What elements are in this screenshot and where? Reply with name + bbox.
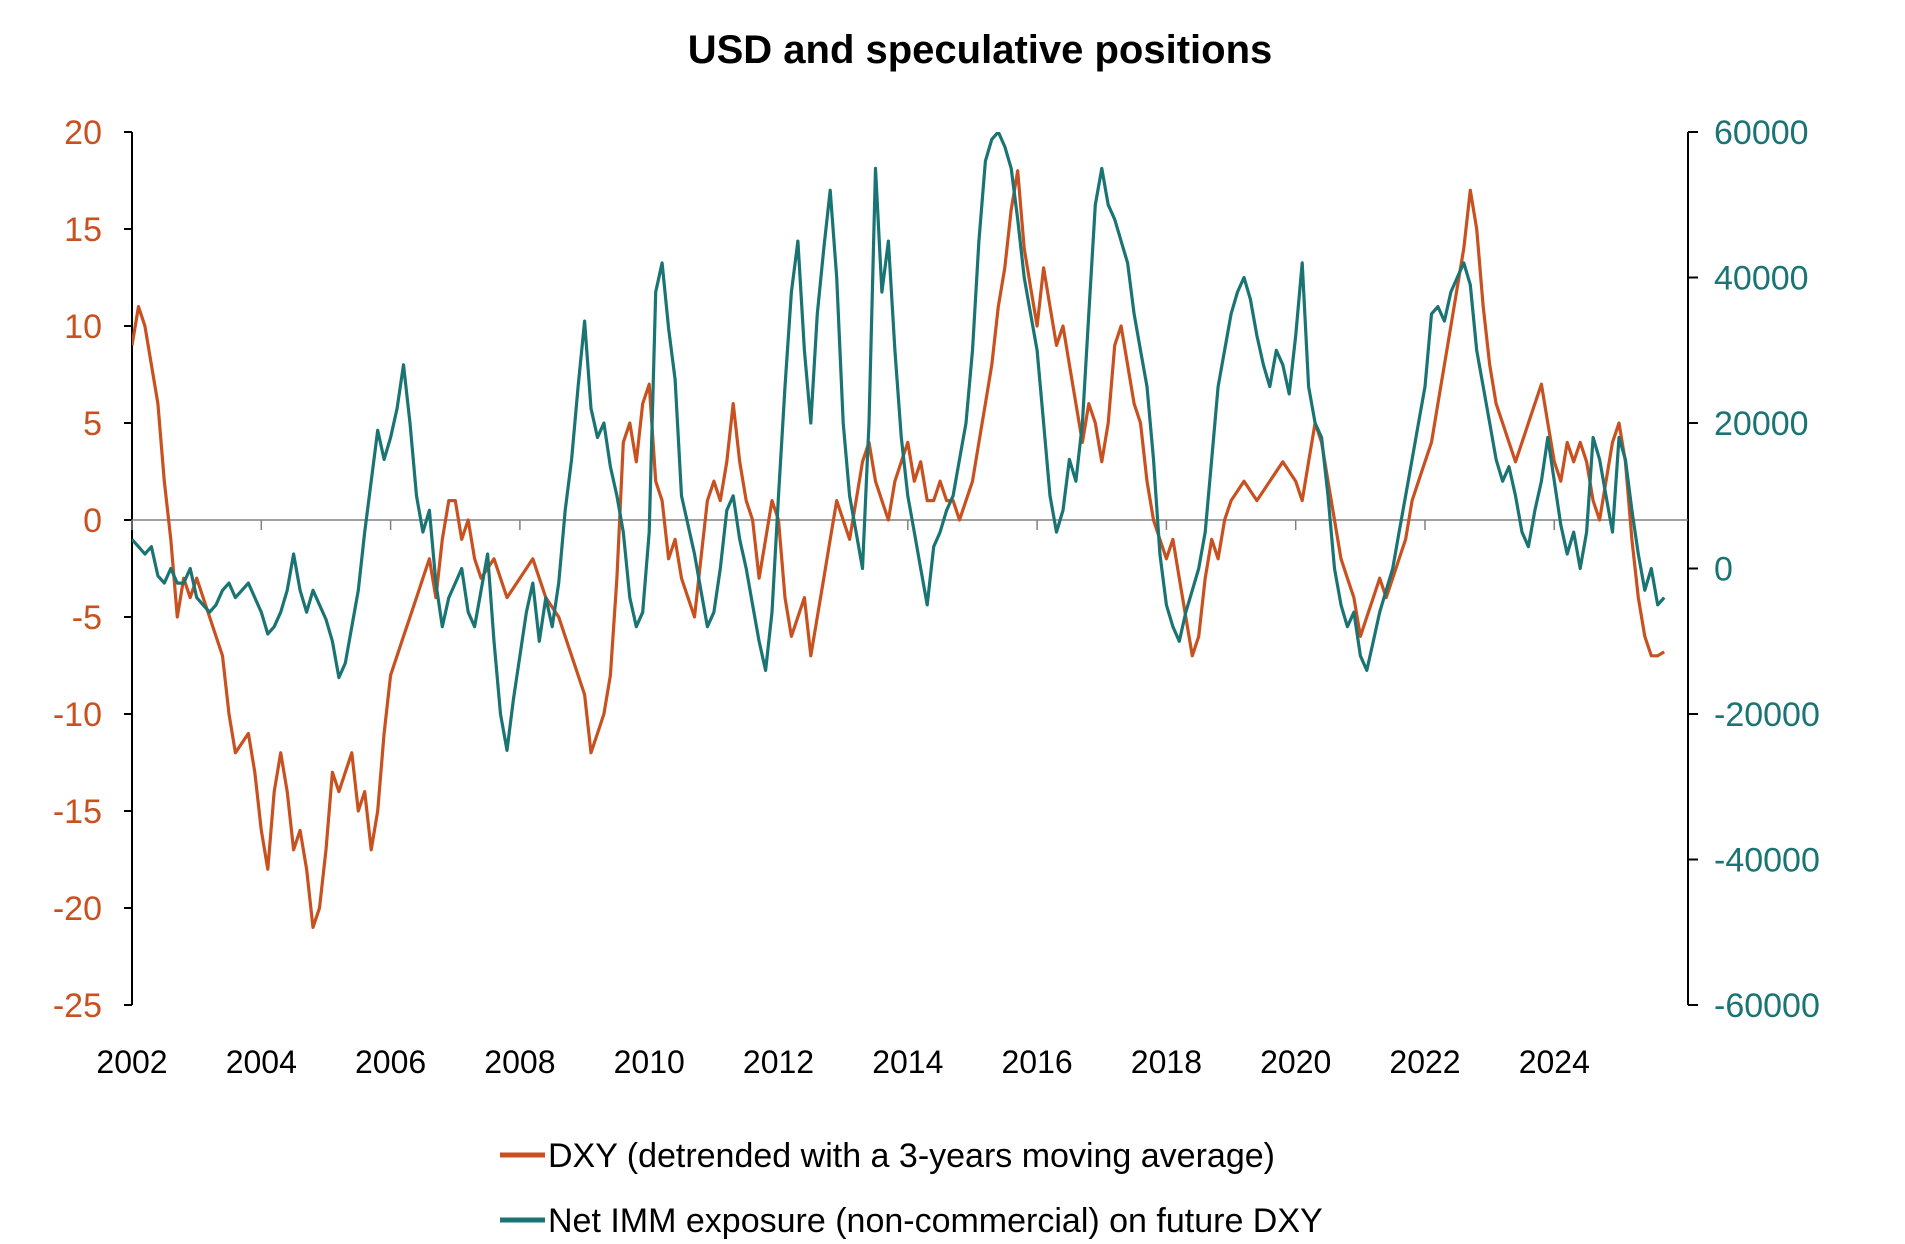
- right-axis-tick-label: 0: [1714, 551, 1733, 589]
- left-axis-tick-label: 20: [64, 114, 102, 152]
- right-axis-tick-label: 20000: [1714, 405, 1809, 443]
- left-axis-tick-label: -15: [53, 793, 102, 831]
- x-axis-tick-label: 2006: [355, 1044, 426, 1080]
- x-axis-tick-label: 2018: [1131, 1044, 1202, 1080]
- right-axis-tick-label: 60000: [1714, 114, 1809, 152]
- left-axis-tick-label: -10: [53, 696, 102, 734]
- right-axis-tick-label: -60000: [1714, 987, 1820, 1025]
- axes: 20 15 10 5 0 -5 -10 -15 -20 -25 60000 40000 20000 0 -2…: [53, 114, 1820, 1080]
- x-axis-tick-label: 2020: [1260, 1044, 1331, 1080]
- left-axis-tick-label: -25: [53, 987, 102, 1025]
- x-axis-tick-label: 2022: [1389, 1044, 1460, 1080]
- x-axis-tick-label: 2008: [484, 1044, 555, 1080]
- x-axis-tick-label: 2004: [226, 1044, 297, 1080]
- chart-title: USD and speculative positions: [688, 28, 1273, 72]
- x-axis-tick-label: 2016: [1002, 1044, 1073, 1080]
- right-axis-tick-label: -20000: [1714, 696, 1820, 734]
- legend-label-dxy: DXY (detrended with a 3-years moving ave…: [548, 1137, 1275, 1175]
- right-axis-tick-label: 40000: [1714, 260, 1809, 298]
- x-axis-tick-label: 2010: [614, 1044, 685, 1080]
- left-axis-tick-label: 15: [64, 211, 102, 249]
- left-axis-tick-label: -20: [53, 890, 102, 928]
- left-axis-tick-label: 10: [64, 308, 102, 346]
- plot-area: [132, 132, 1666, 929]
- series-line-imm: [132, 132, 1666, 752]
- left-axis-tick-label: -5: [72, 599, 102, 637]
- x-axis-tick-label: 2014: [872, 1044, 943, 1080]
- series-line-dxy: [132, 169, 1666, 929]
- legend-label-imm: Net IMM exposure (non-commercial) on fut…: [548, 1202, 1323, 1240]
- right-axis-tick-label: -40000: [1714, 842, 1820, 880]
- x-axis-tick-label: 2002: [96, 1044, 167, 1080]
- left-axis-tick-label: 5: [83, 405, 102, 443]
- left-axis-tick-label: 0: [83, 502, 102, 540]
- x-axis-tick-label: 2024: [1519, 1044, 1590, 1080]
- legend: DXY (detrended with a 3-years moving ave…: [500, 1137, 1323, 1240]
- x-axis-tick-label: 2012: [743, 1044, 814, 1080]
